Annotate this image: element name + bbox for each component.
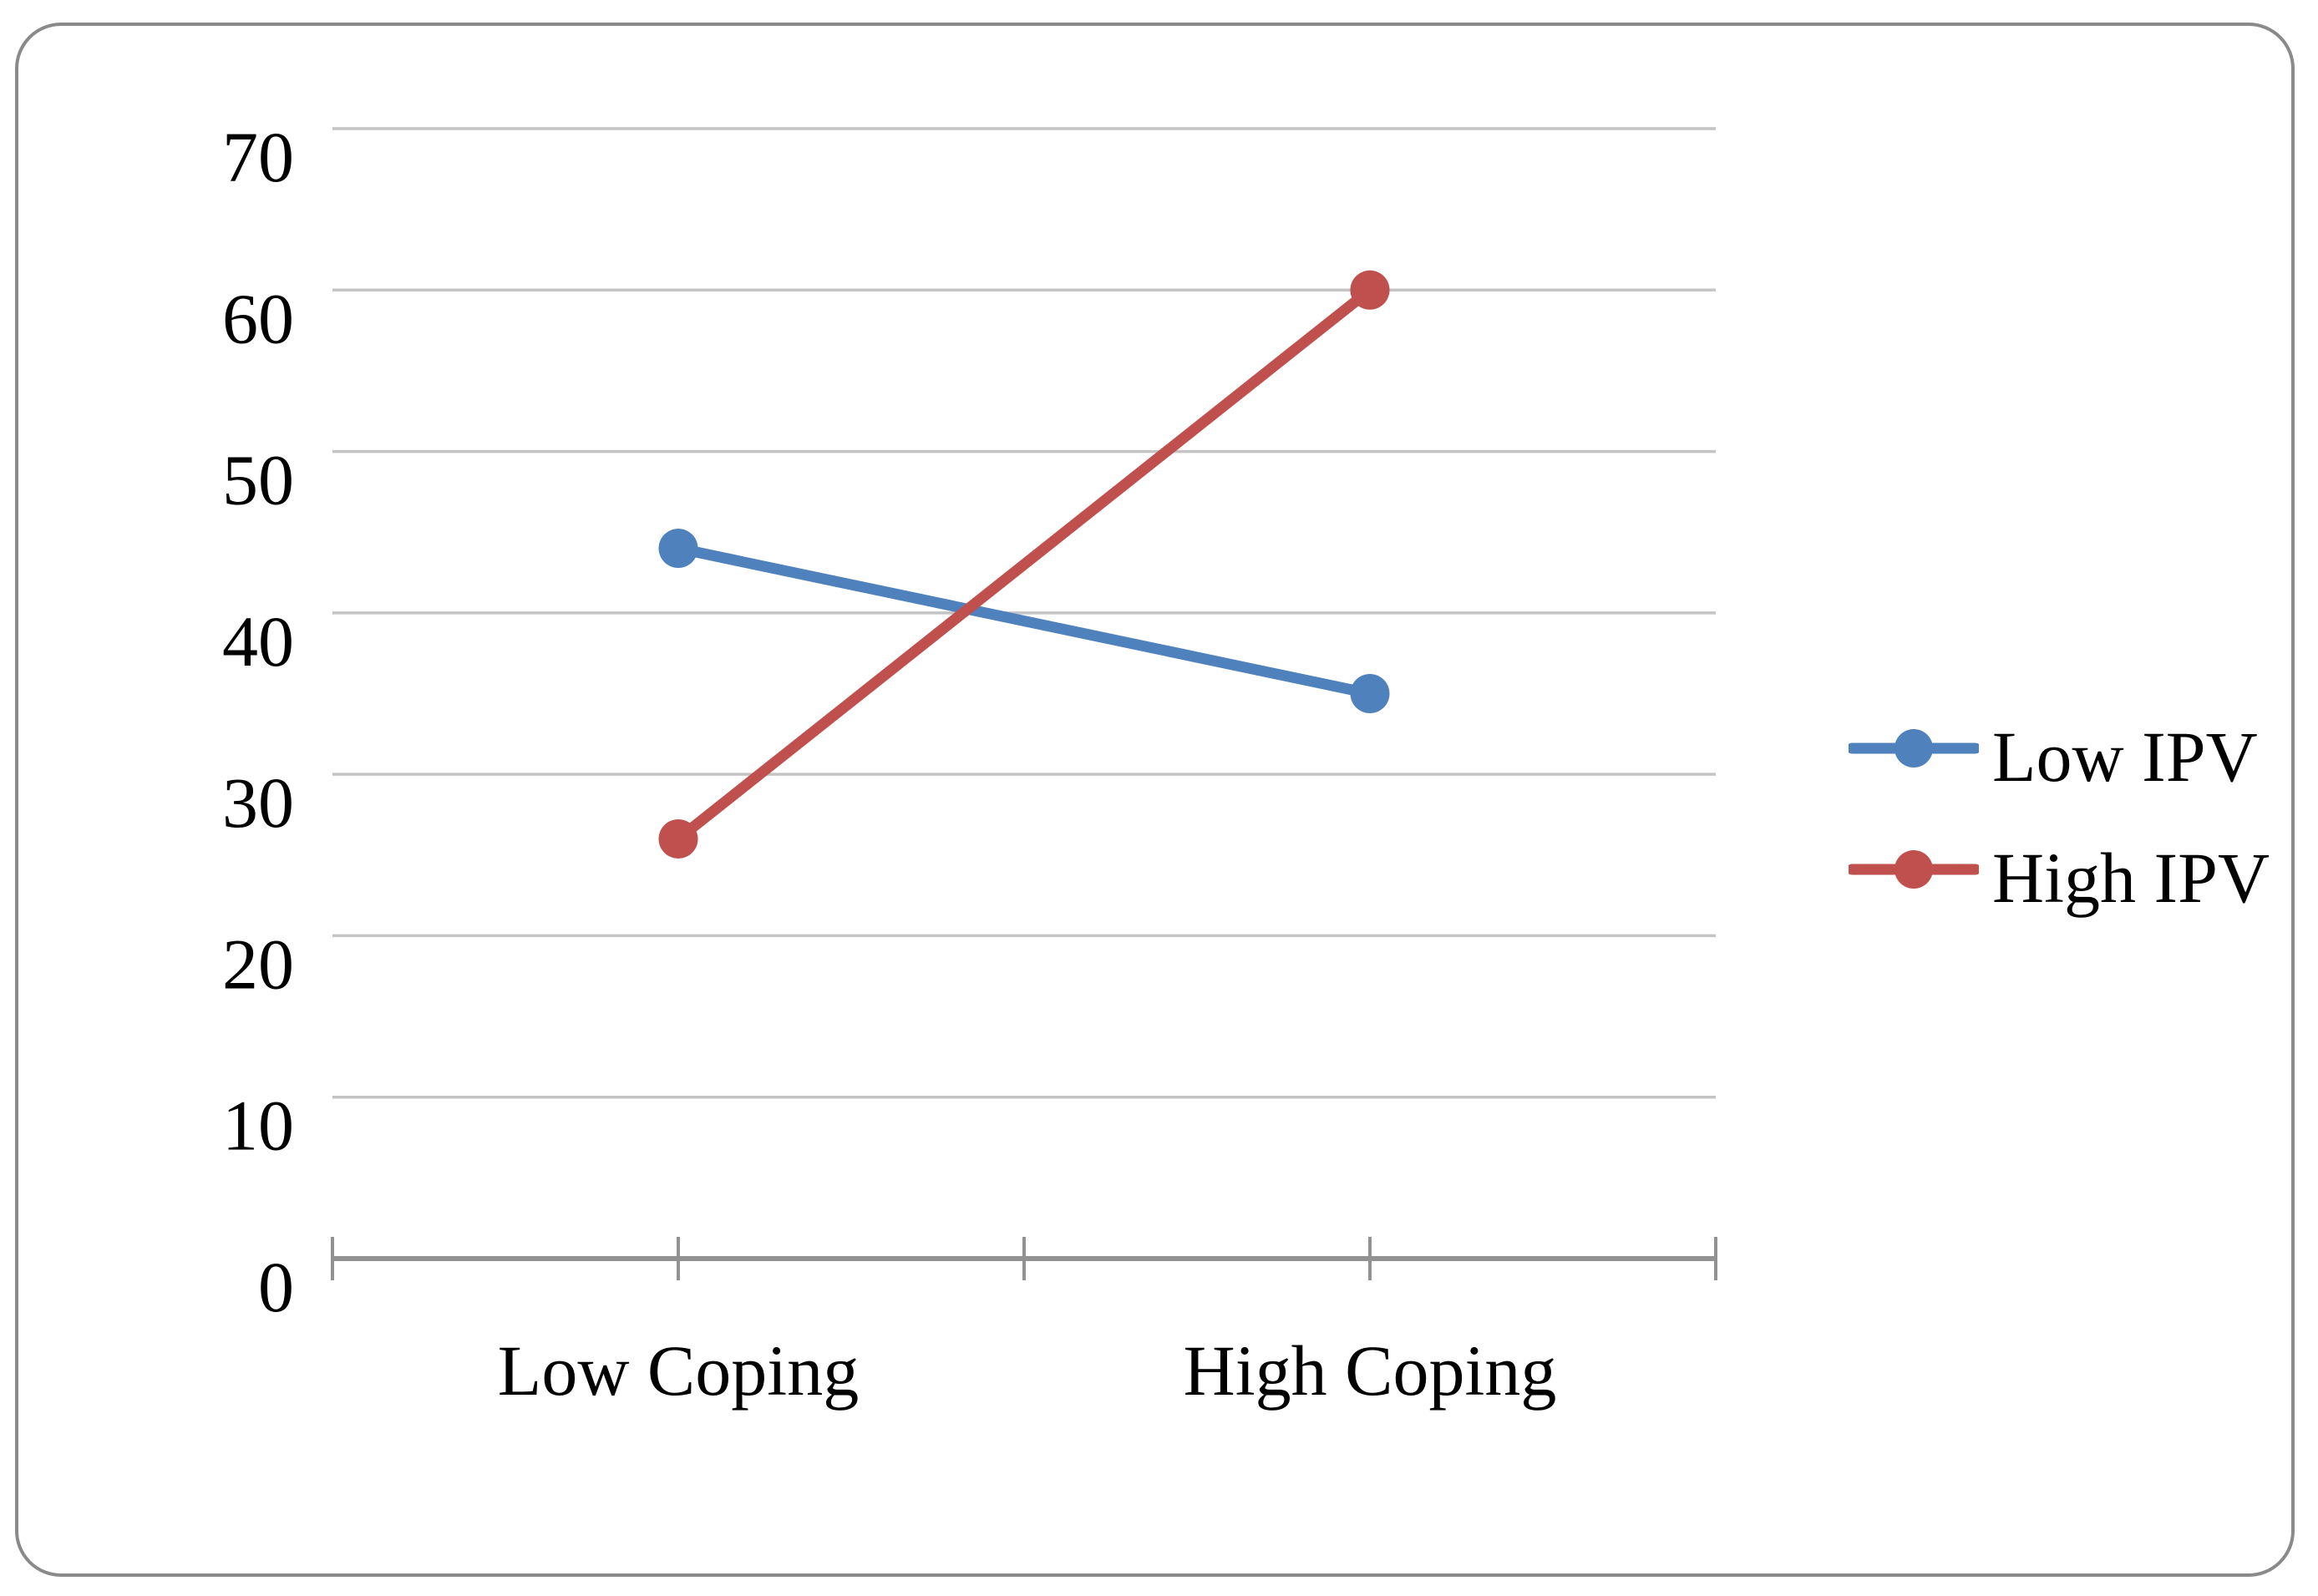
y-tick-label-60: 60 (222, 278, 294, 358)
x-category-label-1: High Coping (1184, 1330, 1557, 1411)
series-line-high-ipv (674, 286, 1374, 844)
x-category-label-0: Low Coping (498, 1330, 859, 1411)
legend-key-low-ipv-line-marker-icon (1849, 728, 1979, 768)
series-line-low-ipv (677, 543, 1372, 699)
y-tick-label-70: 70 (222, 117, 294, 197)
chart-frame (15, 23, 2295, 1577)
y-tick-label-20: 20 (222, 924, 294, 1004)
legend-label-low-ipv: Low IPV (1992, 716, 2258, 797)
y-tick-label-0: 0 (258, 1247, 294, 1327)
data-point-low-ipv-1 (1350, 674, 1390, 713)
legend-key-high-ipv-line-marker-icon (1849, 849, 1979, 889)
legend-item-low-ipv: Low IPV (1849, 687, 2270, 808)
legend-label-high-ipv: High IPV (1992, 837, 2270, 918)
data-point-low-ipv-0 (658, 529, 698, 569)
data-point-high-ipv-0 (658, 818, 698, 859)
y-tick-label-50: 50 (222, 440, 294, 520)
legend-item-high-ipv: High IPV (1849, 808, 2270, 930)
y-tick-label-10: 10 (222, 1086, 294, 1166)
legend: Low IPV High IPV (1849, 687, 2270, 930)
y-tick-label-40: 40 (222, 601, 294, 681)
y-tick-label-30: 30 (222, 763, 294, 843)
data-point-high-ipv-1 (1350, 270, 1390, 310)
